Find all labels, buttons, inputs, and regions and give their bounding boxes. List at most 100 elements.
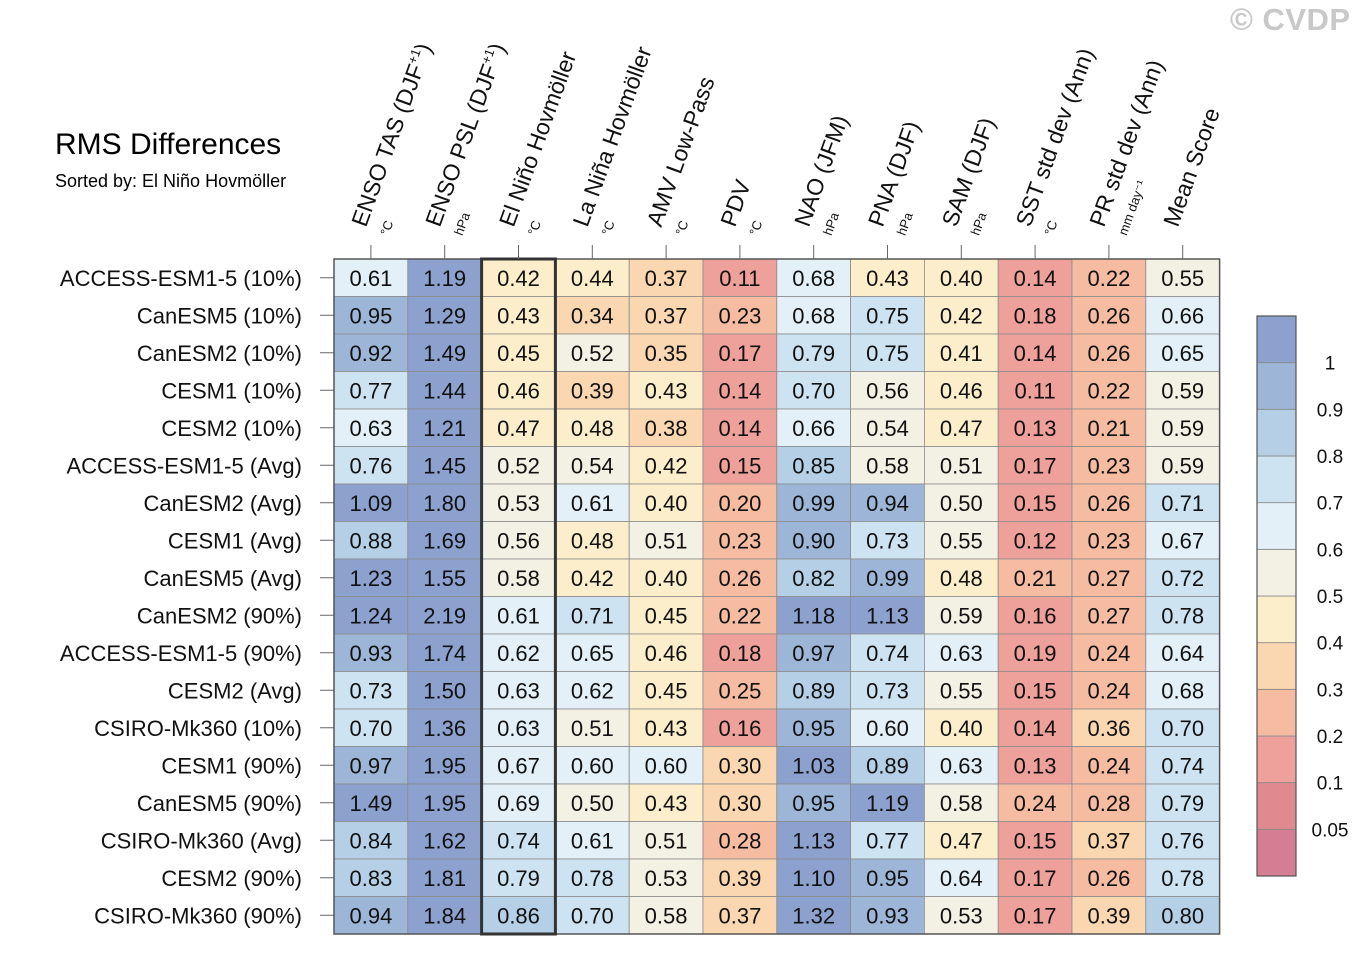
heatmap-cell (1071, 671, 1147, 710)
cell-value-label: 0.76 (349, 453, 392, 478)
heatmap-cell (407, 708, 482, 747)
cell-value-label: 1.32 (792, 903, 835, 928)
colorbar-swatch (1256, 502, 1297, 550)
cell-value-label: 0.66 (1161, 303, 1204, 328)
row-label: CESM1 (10%) (161, 378, 302, 403)
heatmap-cell (481, 858, 556, 897)
cell-value-label: 0.65 (1161, 341, 1204, 366)
heatmap-cell (333, 408, 409, 447)
cell-value-label: 0.23 (1087, 453, 1130, 478)
cell-value-label: 0.70 (1161, 716, 1204, 741)
cell-value-label: 0.28 (718, 828, 761, 853)
cell-value-label: 0.95 (349, 303, 392, 328)
heatmap-cell (850, 558, 925, 597)
heatmap-cell (628, 596, 704, 635)
heatmap-cell (850, 446, 925, 485)
cell-value-label: 0.63 (497, 716, 540, 741)
cell-value-label: 0.38 (645, 416, 688, 441)
cell-value-label: 0.22 (1087, 378, 1130, 403)
cell-value-label: 0.23 (718, 528, 761, 553)
heatmap-cell (702, 371, 778, 410)
cell-value-label: 0.79 (792, 341, 835, 366)
colorbar-tick-label: 0.4 (1317, 634, 1344, 655)
heatmap-cell (555, 858, 630, 897)
cell-value-label: 0.97 (349, 753, 392, 778)
heatmap-cell (702, 408, 778, 447)
cell-value-label: 0.22 (1087, 266, 1130, 291)
heatmap-cell (555, 446, 630, 485)
column-header-label: SST std dev (Ann) (1010, 45, 1099, 230)
heatmap-cell (333, 296, 409, 335)
cell-value-label: 0.62 (571, 678, 614, 703)
heatmap-cell (924, 708, 999, 747)
cell-value-label: 0.46 (940, 378, 983, 403)
heatmap-cell (776, 296, 851, 335)
cell-value-label: 0.48 (940, 566, 983, 591)
cell-value-label: 0.11 (1015, 378, 1056, 403)
heatmap-cell (924, 671, 999, 710)
heatmap-cell (407, 821, 482, 860)
cell-value-label: 1.09 (349, 491, 392, 516)
heatmap-cell (776, 633, 851, 672)
cell-value-label: 0.25 (718, 678, 761, 703)
heatmap-cell (997, 483, 1073, 522)
cell-value-label: 0.26 (1087, 341, 1130, 366)
heatmap-cell (555, 558, 630, 597)
cell-value-label: 0.97 (792, 641, 835, 666)
row-label: CESM1 (Avg) (168, 528, 302, 553)
heatmap-cell (1071, 371, 1147, 410)
cell-value-label: 0.70 (349, 716, 392, 741)
cell-value-label: 0.52 (497, 453, 540, 478)
heatmap-cell (555, 783, 630, 822)
heatmap-cell (776, 596, 851, 635)
heatmap-cell (702, 333, 778, 372)
cell-value-label: 0.89 (792, 678, 835, 703)
heatmap-cell (407, 633, 482, 672)
colorbar-swatch (1256, 315, 1297, 364)
cell-value-label: 0.94 (866, 491, 909, 516)
heatmap-cell (776, 896, 851, 935)
heatmap-cell (1145, 483, 1221, 522)
cell-value-label: 0.88 (349, 528, 392, 553)
heatmap-cell (924, 821, 999, 860)
cell-value-label: 0.51 (940, 453, 983, 478)
cell-value-label: 0.73 (349, 678, 392, 703)
heatmap-cell (555, 333, 630, 372)
heatmap-cell (850, 783, 925, 822)
cell-value-label: 0.74 (866, 641, 909, 666)
cell-value-label: 0.24 (1014, 791, 1057, 816)
colorbar-swatch (1256, 408, 1297, 457)
heatmap-cell (997, 783, 1073, 822)
cell-value-label: 0.89 (866, 753, 909, 778)
heatmap-cell (1071, 521, 1147, 560)
cell-value-label: 0.43 (645, 378, 688, 403)
heatmap-cell (997, 371, 1073, 410)
cell-value-label: 1.50 (423, 678, 466, 703)
heatmap-cell (407, 258, 482, 297)
heatmap-cell (776, 446, 851, 485)
heatmap-cell (333, 671, 409, 710)
column-unit-label: hPa (820, 210, 842, 238)
cell-value-label: 0.69 (497, 791, 540, 816)
cell-value-label: 1.19 (866, 791, 909, 816)
heatmap-cell (850, 521, 925, 560)
cell-value-label: 0.26 (718, 566, 761, 591)
heatmap-cell (702, 821, 778, 860)
row-label: CanESM2 (90%) (137, 603, 302, 628)
heatmap-cell (924, 521, 999, 560)
cell-value-label: 0.45 (497, 341, 540, 366)
heatmap-cell (1071, 896, 1147, 935)
colorbar-swatch (1256, 362, 1297, 410)
cell-value-label: 0.80 (1161, 903, 1204, 928)
colorbar-tick-label: 0.7 (1317, 494, 1343, 515)
cell-value-label: 0.34 (571, 303, 614, 328)
cell-value-label: 0.43 (645, 716, 688, 741)
cell-value-label: 0.23 (718, 303, 761, 328)
heatmap-cell (333, 446, 409, 485)
heatmap-cell (628, 446, 704, 485)
cell-value-label: 0.66 (792, 416, 835, 441)
cell-value-label: 0.60 (571, 753, 614, 778)
cell-value-label: 0.43 (645, 791, 688, 816)
cell-value-label: 0.78 (1161, 603, 1204, 628)
heatmap-cell (333, 333, 409, 372)
